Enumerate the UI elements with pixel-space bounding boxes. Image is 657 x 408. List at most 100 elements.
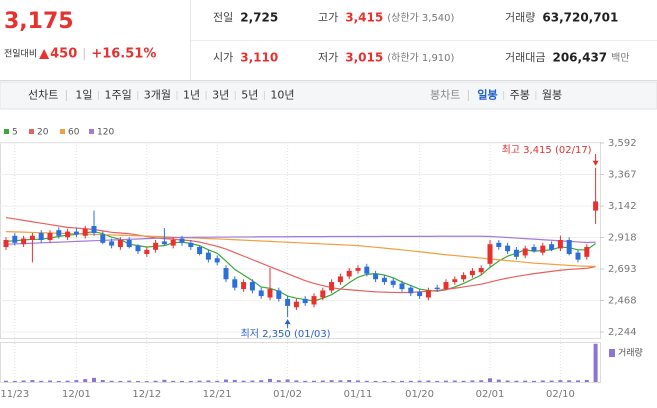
candle-body (38, 232, 44, 240)
volume-bar (39, 380, 44, 382)
volume-bar (276, 380, 281, 382)
volume-bar (268, 378, 272, 382)
volume-bar (100, 380, 105, 382)
candle-body (91, 225, 97, 233)
volume-bar (320, 380, 325, 382)
candle-body (197, 247, 203, 255)
up-triangle (39, 49, 50, 59)
volume-bar (549, 380, 554, 382)
y-tick-label: 3,592 (608, 138, 637, 149)
candle-body (531, 247, 537, 252)
candle-body (276, 290, 282, 299)
candle-body (373, 273, 379, 280)
x-tick-label: 12/01 (62, 389, 91, 400)
candle-body (505, 245, 511, 252)
y-tick-label: 3,367 (608, 170, 637, 181)
volume-bar (540, 380, 545, 382)
chart-layer: 2,244 2,468 2,693 2,918 3,142 3,367 3,592 11/23… (0, 128, 643, 400)
period-button[interactable]: 10년 (270, 89, 294, 102)
candle-body (249, 282, 255, 291)
volume-bar (593, 343, 598, 382)
low-annotation: 최저 2,350 (01/03) (241, 328, 331, 340)
volume-bar (241, 380, 246, 382)
stat-value: 206,437 (552, 51, 607, 65)
toolbar (0, 81, 657, 110)
period-button[interactable]: 5년 (241, 89, 258, 102)
volume-frame (0, 342, 601, 383)
volume-bar (364, 380, 369, 382)
volume-bar (576, 380, 580, 382)
candle-body (311, 296, 317, 305)
volume-bar (452, 380, 457, 382)
volume-bar (382, 380, 387, 382)
volume-bar (162, 379, 167, 382)
period-button[interactable]: 3년 (212, 89, 229, 102)
candle-body (320, 290, 326, 298)
legend-label: 120 (97, 128, 114, 138)
volume-bar (567, 380, 572, 382)
volume-bar (30, 380, 35, 382)
line-chart-tab[interactable]: 선차트 (28, 89, 58, 102)
candle-body (82, 228, 88, 236)
candle-body (100, 234, 106, 243)
candle-body (557, 240, 563, 249)
candle-body (232, 279, 238, 288)
volume-bar (523, 380, 528, 382)
volume-bar (12, 380, 17, 382)
candle-body (21, 238, 27, 245)
volume-bar (197, 380, 202, 382)
period-button[interactable]: 3개월 (144, 89, 171, 102)
x-tick-label: 11/23 (0, 389, 29, 400)
stat-label: 전일 (213, 10, 233, 24)
candle-chart-tab[interactable]: 봉차트 (430, 89, 460, 102)
candle-body (425, 290, 431, 298)
candle-body (355, 268, 361, 271)
candle-body (170, 240, 176, 246)
candle-body (73, 231, 79, 235)
change-value: 450 (50, 47, 77, 62)
period-button[interactable]: 1주일 (105, 88, 132, 102)
interval-button[interactable]: 월봉 (542, 89, 562, 102)
stat-value: 3,015 (345, 51, 383, 65)
stat-value: 2,725 (240, 11, 278, 25)
volume-bar (584, 379, 589, 382)
volume-bar (470, 380, 475, 382)
volume-bar (136, 381, 140, 382)
candle-body (3, 240, 9, 248)
high-annotation: 최고 3,415 (02/17) (502, 144, 592, 156)
volume-bar (435, 380, 440, 382)
volume-bar (558, 380, 563, 382)
candle-body (593, 201, 599, 211)
volume-label: 거래량 (618, 347, 643, 359)
volume-bar (144, 381, 149, 382)
candle-body (161, 241, 167, 245)
candle-body (179, 238, 185, 243)
high-arrow-head (592, 160, 599, 166)
candle-body (302, 298, 308, 304)
legend-swatch (89, 129, 94, 134)
period-button[interactable]: 1년 (183, 89, 200, 102)
candle-body (381, 277, 387, 283)
interval-button[interactable]: 주봉 (510, 89, 530, 102)
y-tick-label: 2,693 (608, 264, 637, 275)
volume-bar (215, 380, 220, 382)
x-tick-label: 01/11 (344, 389, 373, 400)
volume-bar (400, 380, 404, 382)
volume-bar (496, 379, 501, 382)
candle-body (135, 245, 141, 252)
volume-bar (356, 380, 360, 382)
change-label: 전일대비 (4, 49, 37, 60)
volume-bar (338, 380, 343, 382)
stat-note: (상한가 3,540) (387, 12, 454, 24)
interval-button[interactable]: 일봉 (477, 88, 497, 102)
volume-bar (224, 379, 228, 382)
candle-body (293, 301, 299, 308)
volume-bar (206, 380, 211, 382)
candle-body (12, 235, 18, 243)
period-button[interactable]: 1일 (75, 88, 92, 102)
x-tick-label: 01/02 (273, 389, 302, 400)
volume-bar (180, 380, 184, 382)
volume-bar (444, 380, 448, 382)
candle-body (522, 248, 528, 256)
